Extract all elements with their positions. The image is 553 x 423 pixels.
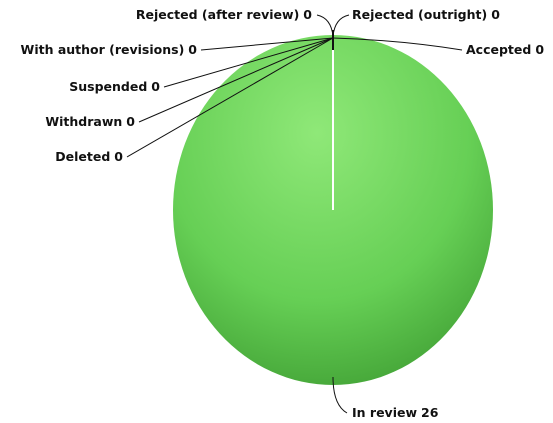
slice-name: In review [352, 405, 417, 420]
leader-line [332, 376, 348, 414]
slice-value: 0 [188, 42, 197, 57]
labels: In review 26 Accepted 0 Rejected (outright) 0… [21, 7, 545, 420]
slice-label: Rejected (outright) 0 [352, 7, 500, 22]
slice-value: 0 [303, 7, 312, 22]
slice-name: Withdrawn [45, 114, 122, 129]
slice-value: 0 [491, 7, 500, 22]
slice-name: With author (revisions) [21, 42, 185, 57]
leader-line [332, 37, 463, 51]
slice-label: Withdrawn 0 [45, 114, 135, 129]
slice-label: Rejected (after review) 0 [136, 7, 312, 22]
slice-value: 0 [114, 149, 123, 164]
slice-label: With author (revisions) 0 [21, 42, 198, 57]
leader-line [200, 37, 334, 51]
leader-line [332, 14, 350, 37]
pie [173, 30, 493, 385]
slice-name: Rejected (outright) [352, 7, 487, 22]
slice-name: Accepted [466, 42, 531, 57]
slice-label: Suspended 0 [69, 79, 160, 94]
leader-line [126, 37, 334, 158]
slice-value: 0 [126, 114, 135, 129]
leader-line [316, 14, 334, 37]
slice-value: 26 [421, 405, 439, 420]
slice-name: Suspended [69, 79, 147, 94]
slice-label: Accepted 0 [466, 42, 544, 57]
slice-label: Deleted 0 [55, 149, 123, 164]
leader-line [138, 37, 334, 123]
slice-value: 0 [535, 42, 544, 57]
slice-name: Rejected (after review) [136, 7, 299, 22]
slice-value: 0 [151, 79, 160, 94]
leader-line [163, 37, 334, 88]
slice-label: In review 26 [352, 405, 439, 420]
slice-name: Deleted [55, 149, 110, 164]
